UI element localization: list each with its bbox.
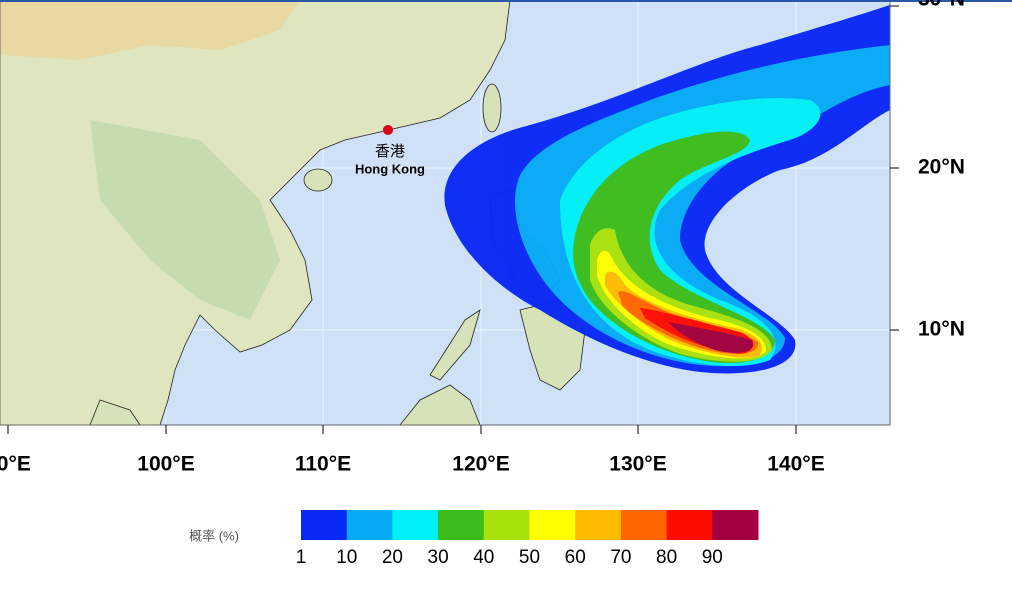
colorbar-swatch [438, 510, 485, 540]
axes: 90°E 100°E 110°E 120°E 130°E 140°E 30°N 20°N 10°… [0, 0, 965, 476]
lon-tick-label: 100°E [137, 453, 194, 476]
colorbar-swatch [392, 510, 439, 540]
colorbar-swatch [620, 510, 668, 540]
colorbar-swatch [712, 510, 759, 540]
colorbar-tick-label: 20 [382, 547, 403, 568]
land [0, 0, 586, 426]
map-frame [0, 0, 891, 426]
colorbar-tick-label: 30 [428, 547, 449, 568]
colorbar-swatch [529, 510, 576, 540]
lon-tick-label: 130°E [609, 453, 666, 476]
hong-kong-marker [383, 125, 393, 135]
colorbar-swatch [483, 510, 530, 540]
colorbar-swatch [346, 510, 393, 540]
colorbar-swatch [301, 510, 348, 540]
place-name-zh: 香港 [375, 143, 405, 160]
colorbar-tick-label: 60 [565, 547, 586, 568]
lat-tick-label: 30°N [918, 0, 965, 11]
probability-contours [444, 5, 890, 374]
colorbar: 概率 (%) 1 10 20 30 40 50 60 70 80 90 [189, 510, 759, 568]
lon-tick-label: 120°E [452, 453, 509, 476]
colorbar-tick-label: 1 [296, 547, 307, 568]
colorbar-tick-label: 50 [519, 547, 540, 568]
top-bar [0, 0, 1012, 2]
lon-tick-label: 110°E [295, 453, 351, 476]
map: 香港 Hong Kong [0, 0, 891, 426]
place-name-en: Hong Kong [355, 161, 425, 176]
lon-tick-label: 140°E [767, 453, 824, 476]
colorbar-tick-label: 40 [473, 547, 494, 568]
colorbar-swatch [575, 510, 622, 540]
colorbar-tick-label: 90 [702, 547, 723, 568]
colorbar-tick-label: 80 [656, 547, 677, 568]
lat-tick-label: 20°N [918, 156, 965, 179]
lat-tick-label: 10°N [918, 318, 965, 341]
colorbar-swatch [666, 510, 713, 540]
colorbar-label: 概率 (%) [189, 528, 239, 543]
colorbar-tick-label: 70 [610, 547, 631, 568]
place-marker: 香港 Hong Kong [355, 125, 425, 176]
lon-tick-label: 90°E [0, 453, 31, 476]
contour-band [668, 322, 754, 353]
colorbar-tick-label: 10 [336, 547, 357, 568]
